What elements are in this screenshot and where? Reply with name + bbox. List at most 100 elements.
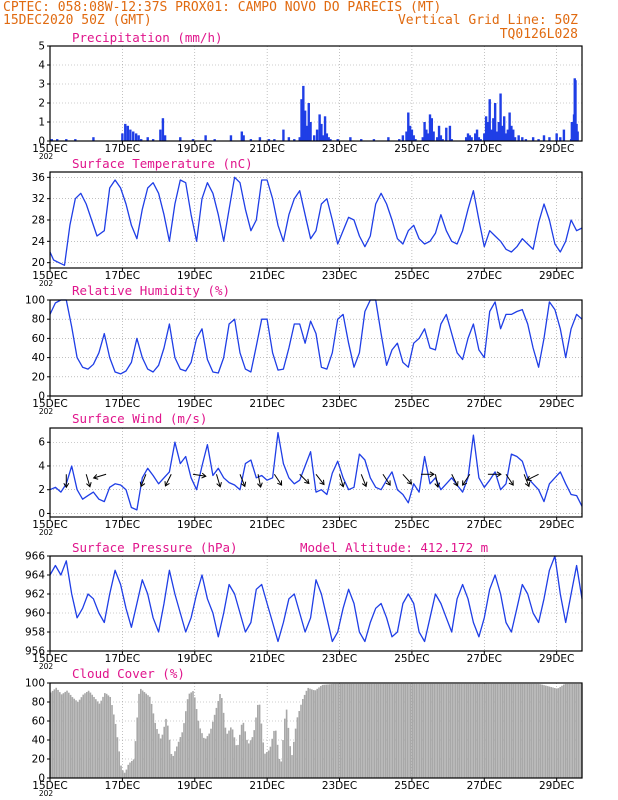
cloud-bar	[289, 746, 292, 778]
cloud-bar	[156, 729, 158, 778]
cloud-bar	[138, 693, 140, 778]
cloud-bar	[388, 683, 391, 778]
precip-panel: 0 1 2 3 4 5 15DEC 17DEC 19DEC 21DEC 23DEC 25DEC 27DE…	[32, 41, 583, 161]
cloud-xtick-label: 15DEC	[32, 780, 67, 792]
precip-bar	[161, 118, 165, 141]
wind-xtick-label: 23DEC	[322, 519, 357, 531]
wind-arrow-head	[92, 474, 99, 480]
cloud-bar	[203, 737, 205, 778]
wind-arrow	[215, 474, 222, 488]
wind-arrow	[315, 473, 325, 486]
precip-bar	[146, 137, 149, 141]
cloud-bar	[357, 683, 360, 778]
cloud-bar	[496, 683, 499, 778]
cloud-bar	[516, 683, 518, 778]
precip-bar	[497, 122, 500, 141]
wind-arrow	[434, 474, 441, 488]
cloud-bar	[494, 683, 497, 778]
cloud-bar	[145, 693, 148, 778]
cloud-bar	[570, 683, 572, 778]
precip-bar	[475, 129, 479, 141]
cloud-bar	[422, 683, 425, 778]
precip-bar	[309, 122, 312, 141]
pressure-xtick-label: 21DEC	[249, 653, 284, 665]
cloud-bar	[330, 684, 333, 778]
cloud-bar	[177, 741, 180, 778]
precip-bar	[548, 137, 551, 141]
cloud-bar	[77, 701, 79, 778]
temperature-xtick-label: 15DEC	[32, 270, 67, 282]
cloud-bar	[185, 711, 187, 778]
cloud-bar	[536, 683, 538, 778]
precip-bar	[129, 129, 132, 141]
cloud-bar	[469, 683, 472, 778]
cloud-bar	[251, 737, 254, 778]
precip-bar	[282, 129, 285, 141]
cloud-bar	[406, 683, 409, 778]
precip-ytick-label: 3	[38, 79, 45, 91]
cloud-bar	[566, 683, 569, 778]
cloud-bar	[361, 683, 364, 778]
humidity-ytick-label: 80	[32, 314, 45, 326]
cloud-bar	[455, 683, 457, 778]
cloud-bar	[368, 683, 371, 778]
cloud-bar	[233, 737, 236, 778]
precip-ytick-label: 0	[38, 136, 45, 148]
cloud-bar	[451, 683, 454, 778]
wind-arrow-head	[524, 481, 531, 488]
cloud-bar	[539, 684, 542, 778]
cloud-bar	[258, 704, 261, 778]
cloud-bar	[518, 683, 520, 778]
cloud-bar	[231, 729, 234, 778]
cloud-ytick-label: 80	[32, 697, 45, 709]
wind-year-label: 202	[39, 528, 54, 537]
cloud-bar	[305, 690, 308, 778]
humidity-line	[49, 299, 583, 375]
cloud-bar	[546, 686, 549, 778]
precip-bar	[450, 139, 453, 141]
cloud-bar	[485, 683, 488, 778]
cloud-bar	[275, 730, 277, 778]
humidity-xtick-label: 25DEC	[394, 398, 429, 410]
cloud-bar	[183, 723, 185, 778]
cloud-bar	[501, 683, 504, 778]
cloud-bar	[548, 686, 551, 778]
precip-bar	[398, 139, 401, 141]
cloud-bar	[375, 683, 378, 778]
temperature-year-label: 202	[39, 279, 54, 288]
cloud-bar	[109, 696, 112, 778]
cloud-bar	[557, 688, 560, 778]
pressure-ytick-label: 962	[25, 589, 45, 601]
cloud-bar	[82, 694, 85, 778]
precip-bar	[483, 133, 486, 141]
cloud-bar	[122, 770, 124, 778]
temperature-xtick-label: 19DEC	[177, 270, 212, 282]
cloud-bar	[424, 683, 427, 778]
cloud-bar	[284, 718, 286, 778]
cloud-bar	[165, 718, 167, 778]
cloud-bar	[91, 694, 94, 778]
wind-arrow-head	[216, 482, 222, 488]
cloud-bar	[523, 683, 526, 778]
precip-bar	[464, 137, 468, 141]
precip-bar	[574, 80, 577, 141]
cloud-bar	[212, 721, 214, 778]
cloud-bar	[264, 753, 266, 778]
wind-arrow-head	[496, 471, 502, 478]
wind-arrow	[462, 474, 471, 486]
wind-arrow	[299, 473, 310, 485]
precip-ytick-label: 4	[38, 60, 45, 72]
wind-panel: 0 2 4 6 15DEC 17DEC 19DEC 21DEC 23DEC 25DEC 27DEC 2…	[32, 427, 583, 537]
cloud-bar	[429, 683, 432, 778]
humidity-title: Relative Humidity (%)	[72, 283, 230, 298]
precip-bar	[323, 116, 327, 141]
cloud-bar	[537, 683, 540, 778]
precip-bar	[430, 118, 434, 141]
cloud-bar	[116, 737, 119, 778]
cloud-bar	[303, 694, 306, 778]
cloud-xtick-label: 29DEC	[539, 780, 574, 792]
cloud-bar	[345, 683, 347, 778]
cloud-bar	[420, 683, 423, 778]
cloud-bar	[527, 683, 529, 778]
cloud-bar	[170, 753, 173, 778]
